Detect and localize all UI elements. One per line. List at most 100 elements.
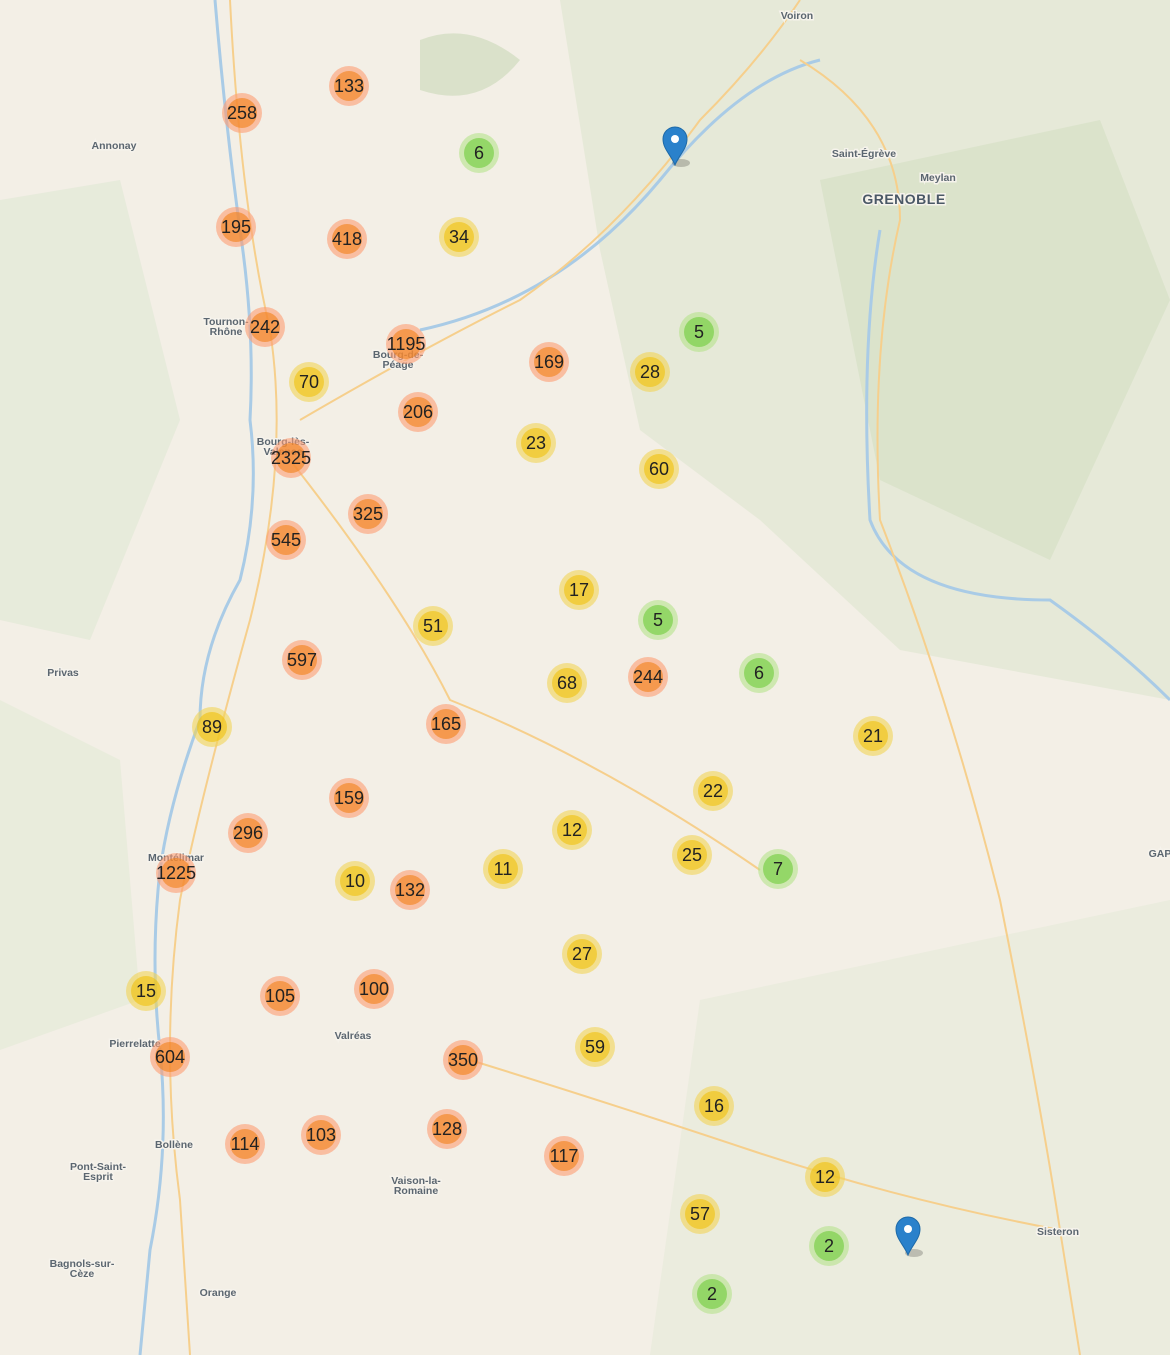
cluster-marker[interactable]: 296 bbox=[228, 813, 268, 853]
cluster-marker[interactable]: 10 bbox=[335, 861, 375, 901]
cluster-marker[interactable]: 70 bbox=[289, 362, 329, 402]
cluster-count: 296 bbox=[233, 823, 263, 843]
cluster-count: 11 bbox=[494, 859, 513, 879]
place-label: Rhône bbox=[210, 326, 243, 338]
cluster-marker[interactable]: 89 bbox=[192, 707, 232, 747]
cluster-count: 325 bbox=[353, 504, 383, 524]
place-label: Orange bbox=[200, 1287, 237, 1299]
cluster-core bbox=[131, 976, 161, 1006]
cluster-marker[interactable]: 103 bbox=[301, 1115, 341, 1155]
place-label: Bagnols-sur- bbox=[50, 1258, 115, 1270]
marker-pin[interactable] bbox=[662, 126, 690, 167]
cluster-marker[interactable]: 325 bbox=[348, 494, 388, 534]
cluster-marker[interactable]: 2 bbox=[692, 1274, 732, 1314]
cluster-count: 206 bbox=[403, 402, 433, 422]
cluster-marker[interactable]: 258 bbox=[222, 93, 262, 133]
cluster-core bbox=[643, 605, 673, 635]
cluster-marker[interactable]: 244 bbox=[628, 657, 668, 697]
cluster-core bbox=[287, 645, 317, 675]
cluster-core bbox=[635, 357, 665, 387]
cluster-marker[interactable]: 195 bbox=[216, 207, 256, 247]
cluster-marker[interactable]: 57 bbox=[680, 1194, 720, 1234]
cluster-core bbox=[276, 443, 306, 473]
cluster-marker[interactable]: 34 bbox=[439, 217, 479, 257]
cluster-marker[interactable]: 132 bbox=[390, 870, 430, 910]
cluster-marker[interactable]: 604 bbox=[150, 1037, 190, 1077]
cluster-marker[interactable]: 68 bbox=[547, 663, 587, 703]
place-label: Pont-Saint- bbox=[70, 1161, 126, 1173]
cluster-marker[interactable]: 5 bbox=[638, 600, 678, 640]
cluster-marker[interactable]: 7 bbox=[758, 849, 798, 889]
cluster-marker[interactable]: 169 bbox=[529, 342, 569, 382]
cluster-marker[interactable]: 5 bbox=[679, 312, 719, 352]
cluster-marker[interactable]: 21 bbox=[853, 716, 893, 756]
cluster-marker[interactable]: 25 bbox=[672, 835, 712, 875]
cluster-marker[interactable]: 418 bbox=[327, 219, 367, 259]
cluster-marker[interactable]: 15 bbox=[126, 971, 166, 1011]
cluster-core bbox=[353, 499, 383, 529]
cluster-core bbox=[306, 1120, 336, 1150]
cluster-marker[interactable]: 2 bbox=[809, 1226, 849, 1266]
cluster-core bbox=[644, 454, 674, 484]
cluster-marker[interactable]: 11 bbox=[483, 849, 523, 889]
cluster-count: 5 bbox=[694, 322, 704, 342]
place-label: Sisteron bbox=[1037, 1226, 1079, 1238]
cluster-core bbox=[557, 815, 587, 845]
cluster-core bbox=[265, 981, 295, 1011]
cluster-count: 195 bbox=[221, 217, 251, 237]
cluster-marker[interactable]: 206 bbox=[398, 392, 438, 432]
cluster-marker[interactable]: 51 bbox=[413, 606, 453, 646]
cluster-marker[interactable]: 16 bbox=[694, 1086, 734, 1126]
cluster-marker[interactable]: 27 bbox=[562, 934, 602, 974]
cluster-core bbox=[161, 858, 191, 888]
cluster-core bbox=[699, 1091, 729, 1121]
cluster-count: 16 bbox=[704, 1096, 724, 1116]
cluster-core bbox=[744, 658, 774, 688]
cluster-marker[interactable]: 12 bbox=[552, 810, 592, 850]
marker-pin[interactable] bbox=[895, 1216, 923, 1257]
cluster-marker[interactable]: 6 bbox=[739, 653, 779, 693]
cluster-count: 70 bbox=[299, 372, 319, 392]
cluster-marker[interactable]: 159 bbox=[329, 778, 369, 818]
cluster-marker[interactable]: 23 bbox=[516, 423, 556, 463]
cluster-marker[interactable]: 133 bbox=[329, 66, 369, 106]
cluster-marker[interactable]: 28 bbox=[630, 352, 670, 392]
cluster-core bbox=[391, 329, 421, 359]
cluster-marker[interactable]: 597 bbox=[282, 640, 322, 680]
cluster-marker[interactable]: 60 bbox=[639, 449, 679, 489]
cluster-core bbox=[197, 712, 227, 742]
cluster-count: 159 bbox=[334, 788, 364, 808]
cluster-count: 12 bbox=[562, 820, 582, 840]
cluster-marker[interactable]: 128 bbox=[427, 1109, 467, 1149]
cluster-count: 2 bbox=[707, 1284, 717, 1304]
cluster-marker[interactable]: 165 bbox=[426, 704, 466, 744]
cluster-marker[interactable]: 22 bbox=[693, 771, 733, 811]
cluster-marker[interactable]: 242 bbox=[245, 307, 285, 347]
cluster-count: 100 bbox=[359, 979, 389, 999]
cluster-core bbox=[697, 1279, 727, 1309]
cluster-marker[interactable]: 17 bbox=[559, 570, 599, 610]
cluster-marker[interactable]: 59 bbox=[575, 1027, 615, 1067]
cluster-core bbox=[763, 854, 793, 884]
cluster-marker[interactable]: 1195 bbox=[386, 324, 426, 364]
cluster-count: 242 bbox=[250, 317, 280, 337]
cluster-marker[interactable]: 105 bbox=[260, 976, 300, 1016]
cluster-marker[interactable]: 2325 bbox=[271, 438, 311, 478]
cluster-marker[interactable]: 6 bbox=[459, 133, 499, 173]
cluster-marker[interactable]: 350 bbox=[443, 1040, 483, 1080]
cluster-count: 51 bbox=[423, 616, 443, 636]
cluster-marker[interactable]: 117 bbox=[544, 1136, 584, 1176]
cluster-marker[interactable]: 12 bbox=[805, 1157, 845, 1197]
cluster-marker[interactable]: 114 bbox=[225, 1124, 265, 1164]
cluster-count: 258 bbox=[227, 103, 257, 123]
cluster-core bbox=[334, 783, 364, 813]
cluster-marker[interactable]: 100 bbox=[354, 969, 394, 1009]
cluster-core bbox=[227, 98, 257, 128]
cluster-marker[interactable]: 1225 bbox=[156, 853, 196, 893]
cluster-core bbox=[294, 367, 324, 397]
cluster-count: 132 bbox=[395, 880, 425, 900]
cluster-marker[interactable]: 545 bbox=[266, 520, 306, 560]
cluster-count: 105 bbox=[265, 986, 295, 1006]
